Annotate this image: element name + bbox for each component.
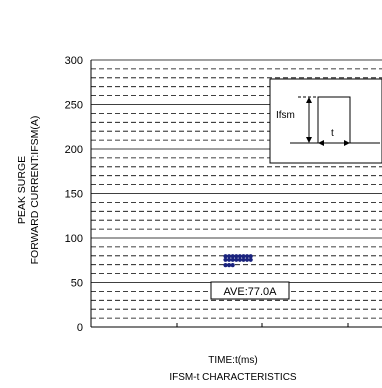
inset-box [269,78,382,164]
inset-t-arrowhead-left [318,140,324,146]
inset-t-label: t [331,128,334,139]
inset-t-arrowhead-right [344,140,350,146]
data-point [223,263,228,268]
y-tick-label: 300 [65,55,83,67]
data-point [245,254,250,259]
average-label: AVE:77.0A [224,286,278,298]
y-tick-label: 150 [65,189,83,201]
data-point [227,263,232,268]
y-tick-label: 0 [77,322,83,334]
inset-ifsm-label: Ifsm [276,110,295,121]
data-point [241,254,246,259]
x-ticks [176,323,349,327]
chart-caption: IFSM-t CHARACTERISTICS [169,372,297,383]
data-point [234,254,239,259]
y-tick-label: 50 [71,278,83,290]
y-tick-labels: 0 50 100 150 200 250 300 [65,55,83,334]
data-point [227,257,232,262]
pulse-inset: Ifsm t [269,78,382,164]
inset-pulse [317,96,351,143]
axes [90,60,382,328]
inset-ifsm-arrowhead-down [306,137,312,143]
y-tick-label: 250 [65,100,83,112]
average-annotation: AVE:77.0A [210,281,290,300]
data-point [237,257,242,262]
data-point [230,257,235,262]
data-points [223,254,253,268]
data-point [223,254,228,259]
data-point [237,254,242,259]
y-tick-label: 200 [65,144,83,156]
data-point [223,257,228,262]
data-point [227,254,232,259]
data-point [241,257,246,262]
data-point [230,263,235,268]
inset-ifsm-arrowhead-up [306,97,312,103]
y-axis-title-line-2: FORWARD CURRENT:IFSM(A) [29,116,41,265]
data-point [245,257,250,262]
data-point [234,257,239,262]
average-box [210,281,290,300]
x-axis-title: TIME:t(ms) [208,355,257,366]
data-point [248,254,253,259]
y-tick-label: 100 [65,233,83,245]
y-axis-title-line-1: PEAK SURGE [16,156,28,224]
data-point [248,257,253,262]
data-point [230,254,235,259]
